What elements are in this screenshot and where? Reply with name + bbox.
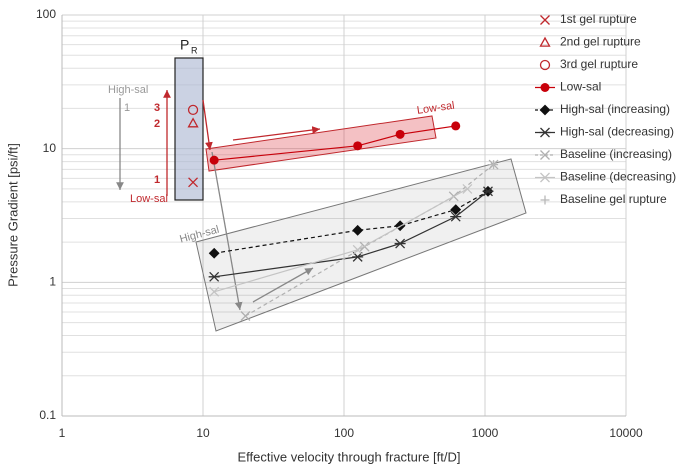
x-tick-label: 1000 <box>472 426 499 440</box>
annotation: Low-sal <box>416 100 455 117</box>
x-tick-label: 10 <box>196 426 210 440</box>
annotation: 1 <box>154 174 160 186</box>
legend-label: 3rd gel rupture <box>560 57 638 71</box>
legend-marker <box>540 150 550 160</box>
marker <box>352 224 364 236</box>
marker <box>489 160 499 170</box>
legend-label: Baseline (increasing) <box>560 147 672 161</box>
marker <box>450 211 462 222</box>
marker <box>353 141 363 151</box>
legend-marker <box>540 195 550 205</box>
legend-label: 2nd gel rupture <box>560 35 641 49</box>
marker <box>482 186 494 197</box>
y-tick-label: 100 <box>36 7 56 21</box>
y-tick-label: 1 <box>49 275 56 289</box>
legend-marker <box>539 36 551 47</box>
annotation: Low-sal <box>130 193 168 205</box>
legend-label: Low-sal <box>560 80 601 94</box>
legend-marker <box>540 15 550 25</box>
marker <box>395 129 405 139</box>
arrow <box>252 267 314 303</box>
annotation: 3 <box>154 102 160 114</box>
x-tick-label: 1 <box>59 426 66 440</box>
arrow <box>211 151 243 311</box>
legend-label: 1st gel rupture <box>560 12 637 26</box>
annotation: High-sal <box>108 84 148 96</box>
x-axis-label: Effective velocity through fracture [ft/… <box>237 449 460 464</box>
pr-box <box>174 57 204 201</box>
marker <box>394 238 406 249</box>
marker <box>352 251 364 262</box>
x-tick-label: 10000 <box>609 426 643 440</box>
marker <box>208 271 220 282</box>
marker <box>188 177 199 188</box>
annotation: 1 <box>124 102 130 114</box>
series-line <box>214 125 456 161</box>
legend-label: High-sal (decreasing) <box>560 125 674 139</box>
marker <box>352 244 363 255</box>
annotation: R <box>191 45 198 55</box>
plot <box>187 104 499 321</box>
legend-label: Baseline (decreasing) <box>560 170 676 184</box>
marker <box>451 121 461 131</box>
y-tick-label: 0.1 <box>39 408 56 422</box>
marker <box>209 155 219 165</box>
annotation: P <box>180 37 189 53</box>
legend-marker <box>540 172 550 183</box>
marker <box>462 183 473 194</box>
legend-label: High-sal (increasing) <box>560 102 670 116</box>
legend-label: Baseline gel rupture <box>560 192 667 206</box>
marker <box>187 104 199 116</box>
low-sal-band <box>205 115 437 172</box>
marker <box>240 311 251 321</box>
marker <box>187 117 199 128</box>
annotation: 2 <box>154 118 160 130</box>
arrow <box>232 126 321 141</box>
legend-marker <box>540 83 550 92</box>
marker <box>209 286 220 297</box>
marker <box>450 204 462 216</box>
y-axis-label: Pressure Gradient [psi/ft] <box>5 143 20 287</box>
y-tick-label: 10 <box>43 141 57 155</box>
marker <box>208 247 220 259</box>
legend-marker <box>539 104 551 116</box>
legend-marker <box>539 59 551 71</box>
arrow <box>202 99 213 151</box>
legend-marker <box>539 127 551 138</box>
x-tick-label: 100 <box>334 426 354 440</box>
